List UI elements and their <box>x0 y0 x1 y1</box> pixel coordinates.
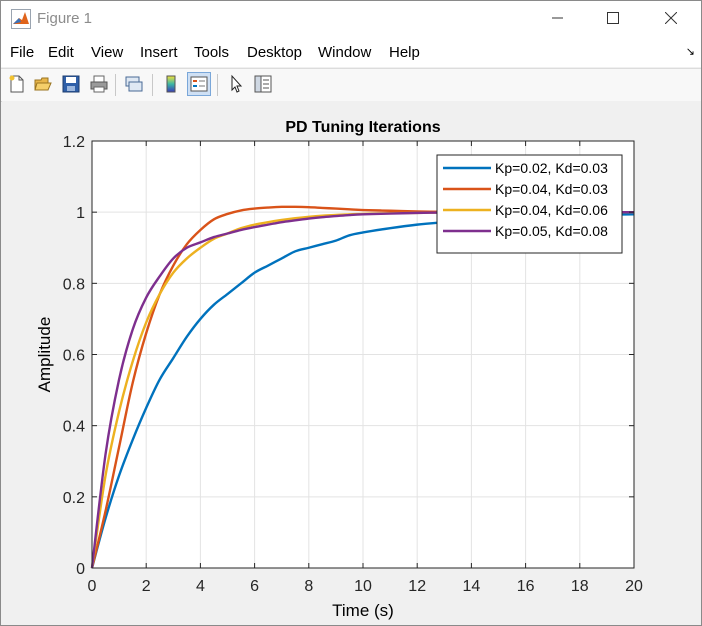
maximize-icon <box>607 12 619 24</box>
legend-icon <box>190 76 208 92</box>
figure-toolbar <box>1 68 701 102</box>
legend-label-2: Kp=0.04, Kd=0.03 <box>495 181 608 197</box>
menu-tools[interactable]: Tools <box>194 44 230 61</box>
save-icon <box>62 75 80 93</box>
title-bar: Figure 1 <box>1 1 701 37</box>
toolbar-separator <box>152 74 153 96</box>
legend-box <box>436 154 623 254</box>
link-plot-button[interactable] <box>122 72 146 96</box>
menu-edit[interactable]: Edit <box>48 44 74 61</box>
menu-insert[interactable]: Insert <box>140 44 178 61</box>
y-tick-label: 1.2 <box>63 134 85 151</box>
print-button[interactable] <box>87 72 111 96</box>
x-tick-label: 4 <box>196 578 205 595</box>
menu-bar: File Edit View Insert Tools Desktop Wind… <box>1 37 701 67</box>
legend[interactable]: Kp=0.02, Kd=0.03 Kp=0.04, Kd=0.03 Kp=0.04,… <box>436 154 623 254</box>
colorbar-icon <box>166 75 176 93</box>
x-tick-label: 6 <box>250 578 259 595</box>
minimize-icon <box>552 17 563 19</box>
new-figure-button[interactable] <box>5 72 29 96</box>
x-tick-label: 2 <box>142 578 151 595</box>
window-title: Figure 1 <box>37 10 93 27</box>
menu-help[interactable]: Help <box>389 44 420 61</box>
dock-arrow-icon[interactable]: ↘ <box>685 46 695 58</box>
menu-view[interactable]: View <box>91 44 124 61</box>
y-tick-label: 0.2 <box>63 490 85 507</box>
print-icon <box>90 75 108 93</box>
x-tick-label: 12 <box>408 578 426 595</box>
close-button[interactable] <box>644 1 698 35</box>
close-icon <box>665 12 677 24</box>
y-tick-label: 0.6 <box>63 348 85 365</box>
legend-label-1: Kp=0.02, Kd=0.03 <box>495 160 608 176</box>
property-inspector-icon <box>254 75 272 93</box>
property-inspector-button[interactable] <box>251 72 275 96</box>
y-tick-label: 0 <box>76 561 85 578</box>
toolbar-separator <box>217 74 218 96</box>
x-tick-label: 8 <box>304 578 313 595</box>
legend-label-3: Kp=0.04, Kd=0.06 <box>495 202 608 218</box>
edit-plot-button[interactable] <box>224 72 248 96</box>
x-tick-label: 10 <box>354 578 372 595</box>
minimize-button[interactable] <box>531 1 585 35</box>
x-tick-label: 0 <box>88 578 97 595</box>
edit-plot-icon <box>231 74 243 93</box>
x-tick-label: 20 <box>625 578 643 595</box>
toolbar-separator <box>115 74 116 96</box>
x-axis-label: Time (s) <box>332 601 394 620</box>
legend-label-4: Kp=0.05, Kd=0.08 <box>495 223 608 239</box>
matlab-logo-icon <box>11 9 31 29</box>
colorbar-button[interactable] <box>159 72 183 96</box>
x-tick-label: 16 <box>517 578 535 595</box>
y-tick-label: 1 <box>76 205 85 222</box>
link-plot-icon <box>125 76 143 92</box>
y-tick-label: 0.4 <box>63 419 85 436</box>
legend-toggle-button[interactable] <box>187 72 211 96</box>
y-axis-label: Amplitude <box>35 317 54 393</box>
menu-file[interactable]: File <box>10 44 35 61</box>
x-tick-label: 18 <box>571 578 589 595</box>
y-tick-label: 0.8 <box>63 276 85 293</box>
open-file-button[interactable] <box>31 72 55 96</box>
axis-ticks: 0 2 4 6 8 10 12 14 16 18 20 0 0.2 0.4 0.6 0.8 1 1.2 <box>63 134 643 595</box>
chart-title: PD Tuning Iterations <box>285 119 440 136</box>
menu-desktop[interactable]: Desktop <box>247 44 303 61</box>
save-button[interactable] <box>59 72 83 96</box>
menu-window[interactable]: Window <box>318 44 372 61</box>
open-file-icon <box>34 77 52 91</box>
maximize-button[interactable] <box>586 1 640 35</box>
new-figure-icon <box>9 75 24 93</box>
x-tick-label: 14 <box>463 578 481 595</box>
chart: 0 2 4 6 8 10 12 14 16 18 20 0 0.2 0.4 0.6 0.8 1 1.2 PD Tu… <box>35 119 643 620</box>
